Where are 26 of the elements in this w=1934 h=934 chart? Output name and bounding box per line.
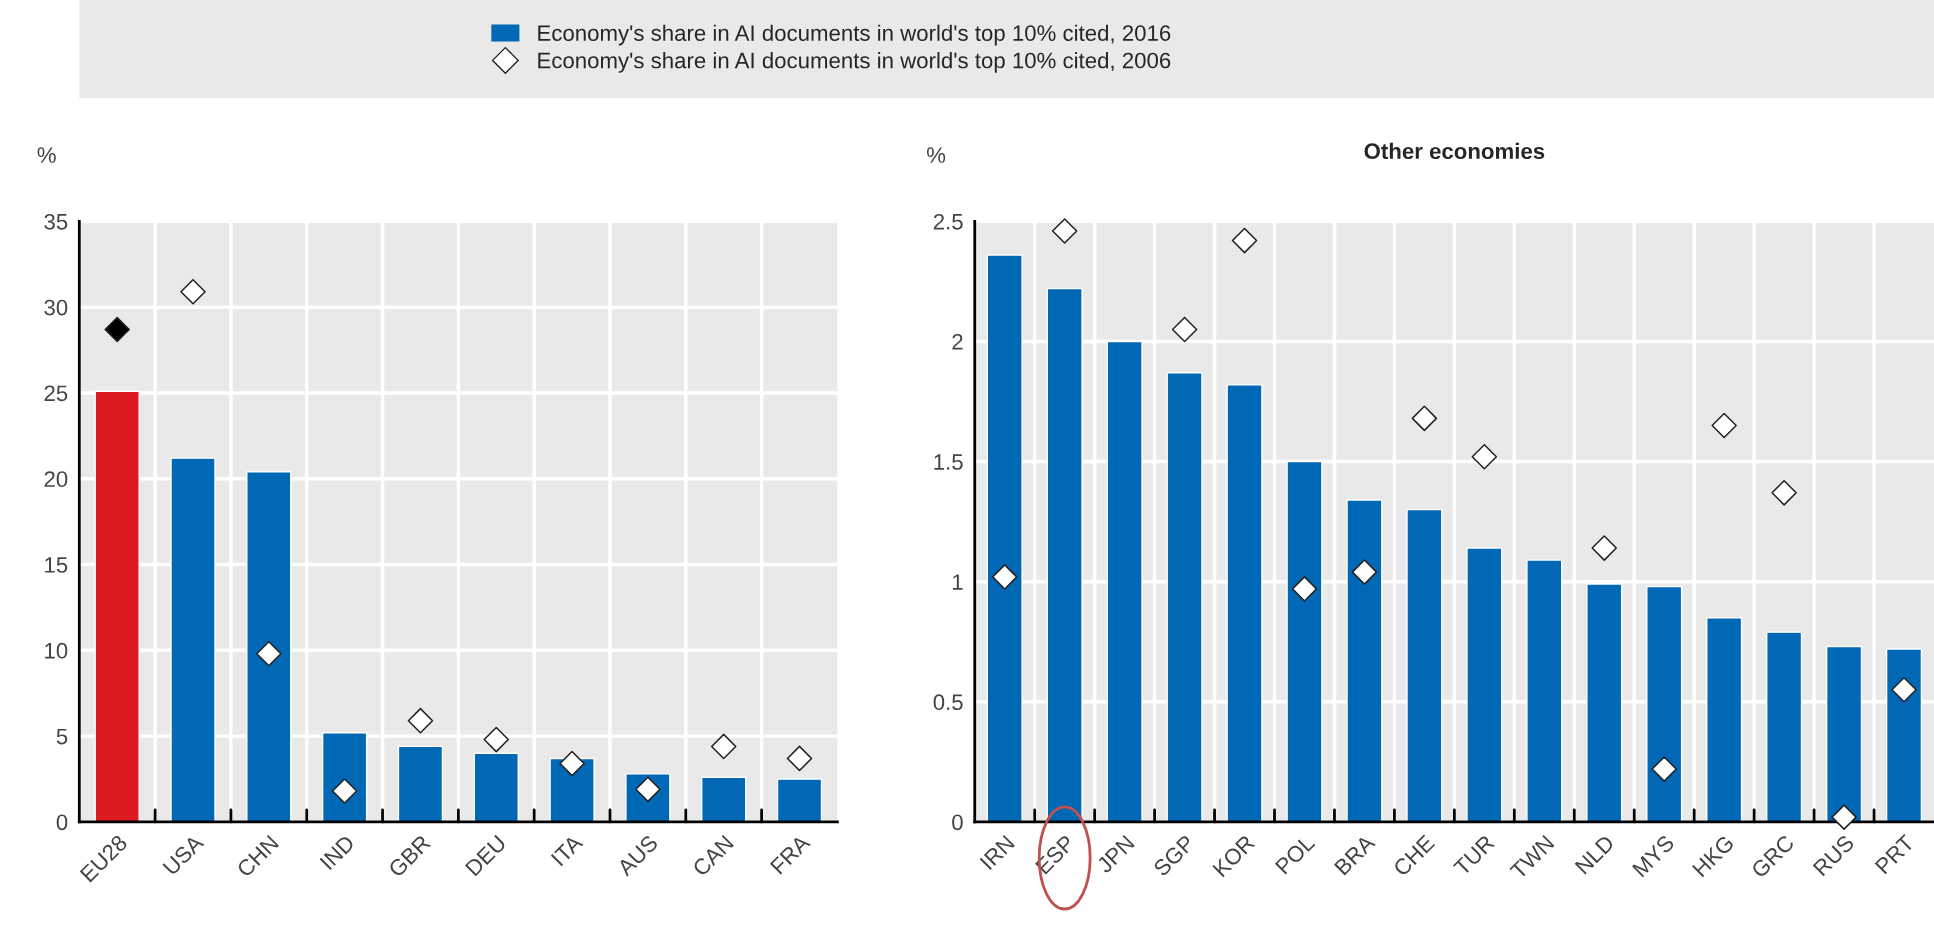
x-tick-label: ITA — [550, 833, 584, 867]
y-tick-label: 20 — [44, 471, 68, 488]
x-tick-label: IND — [319, 834, 356, 871]
y-tick-label: 25 — [44, 385, 68, 402]
y-tick-label: 10 — [45, 642, 68, 659]
chart-title: Other economies — [1364, 142, 1545, 160]
y-tick-label: 0 — [56, 814, 68, 831]
y-tick-label: 0.5 — [933, 694, 963, 711]
y-tick-label: 0 — [952, 814, 963, 831]
y-tick-label: 5 — [56, 728, 68, 745]
y-tick-label: 30 — [44, 299, 68, 316]
y-axis-title: % — [926, 147, 946, 163]
x-tick-label: IRN — [979, 834, 1015, 871]
x-tick-label: USA — [162, 833, 205, 876]
legend-label: Economy's share in AI documents in world's top 10% cited, 2006 — [538, 52, 1171, 73]
y-tick-label: 1.5 — [934, 454, 963, 470]
x-tick-label: FRA — [769, 833, 811, 875]
y-tick-label: 2 — [952, 334, 963, 350]
legend-label: Economy's share in AI documents in world's top 10% cited, 2016 — [538, 24, 1171, 46]
y-tick-label: 1 — [952, 574, 963, 590]
x-tick-label: TUR — [1452, 834, 1496, 877]
y-tick-label: 2.5 — [933, 213, 963, 230]
x-tick-label: POL — [1274, 833, 1316, 875]
y-tick-label: 35 — [44, 213, 68, 230]
y-axis-title: % — [37, 147, 56, 163]
y-tick-label: 15 — [45, 557, 68, 573]
